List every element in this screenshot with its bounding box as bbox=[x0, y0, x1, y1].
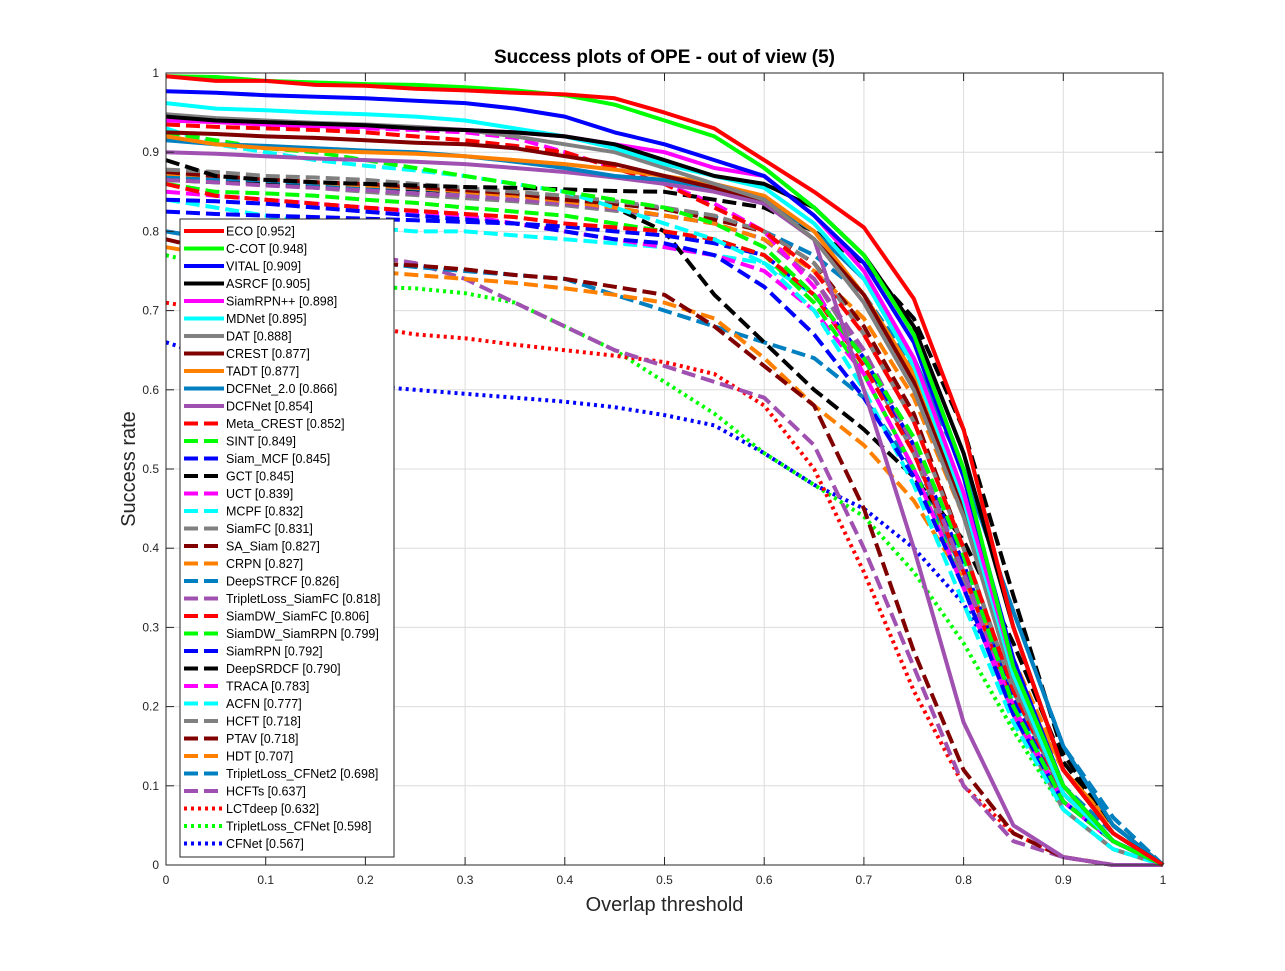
legend-label: TripletLoss_CFNet [0.598] bbox=[226, 820, 371, 834]
legend-label: CRPN [0.827] bbox=[226, 557, 303, 571]
legend-label: TripletLoss_CFNet2 [0.698] bbox=[226, 767, 378, 781]
legend-label: SiamDW_SiamFC [0.806] bbox=[226, 610, 369, 624]
legend-label: ECO [0.952] bbox=[226, 225, 295, 239]
legend-label: GCT [0.845] bbox=[226, 470, 294, 484]
y-tick-label: 0.6 bbox=[142, 383, 159, 397]
legend-label: ACFN [0.777] bbox=[226, 697, 302, 711]
series-line-13 bbox=[165, 130, 1164, 867]
legend-label: SINT [0.849] bbox=[226, 435, 296, 449]
chart-title: Success plots of OPE - out of view (5) bbox=[494, 47, 835, 68]
series-line-15 bbox=[165, 158, 1165, 867]
y-tick-label: 0.3 bbox=[142, 620, 159, 634]
y-tick-label: 0.2 bbox=[142, 700, 159, 714]
x-axis-label: Overlap threshold bbox=[586, 894, 744, 916]
x-tick-label: 0.3 bbox=[457, 873, 474, 887]
y-tick-label: 0.8 bbox=[142, 224, 159, 238]
x-tick-label: 0.2 bbox=[357, 873, 374, 887]
y-tick-label: 0.1 bbox=[142, 779, 159, 793]
legend-label: C-COT [0.948] bbox=[226, 242, 307, 256]
legend-label: ASRCF [0.905] bbox=[226, 277, 310, 291]
legend-label: LCTdeep [0.632] bbox=[226, 802, 319, 816]
series-line-22 bbox=[165, 177, 1164, 867]
y-tick-label: 0.9 bbox=[142, 145, 159, 159]
legend-label: SA_Siam [0.827] bbox=[226, 540, 320, 554]
x-tick-label: 0 bbox=[163, 873, 170, 887]
legend-label: UCT [0.839] bbox=[226, 487, 293, 501]
legend-label: VITAL [0.909] bbox=[226, 260, 301, 274]
series-line-17 bbox=[165, 126, 1164, 867]
legend-box bbox=[179, 218, 395, 858]
legend-label: SiamRPN [0.792] bbox=[226, 645, 323, 659]
x-tick-label: 0.1 bbox=[257, 873, 274, 887]
legend-label: HCFTs [0.637] bbox=[226, 785, 306, 799]
legend-label: HCFT [0.718] bbox=[226, 715, 301, 729]
series-line-6 bbox=[165, 101, 1164, 867]
y-tick-label: 0 bbox=[152, 858, 159, 872]
x-tick-label: 0.4 bbox=[556, 873, 573, 887]
legend-label: Siam_MCF [0.845] bbox=[226, 452, 330, 466]
legend-label: SiamFC [0.831] bbox=[226, 522, 313, 536]
legend-label: SiamRPN++ [0.898] bbox=[226, 295, 337, 309]
series-line-1 bbox=[165, 74, 1165, 867]
legend-label: TADT [0.877] bbox=[226, 365, 299, 379]
legend-label: HDT [0.707] bbox=[226, 750, 293, 764]
legend-label: Meta_CREST [0.852] bbox=[226, 417, 345, 431]
x-tick-label: 1 bbox=[1160, 873, 1167, 887]
legend-label: CFNet [0.567] bbox=[226, 837, 304, 851]
legend: ECO [0.952] C-COT [0.948] VITAL [0.909] ASR… bbox=[179, 218, 395, 858]
legend-label: SiamDW_SiamRPN [0.799] bbox=[226, 627, 379, 641]
y-tick-label: 0.5 bbox=[142, 462, 159, 476]
x-tick-label: 0.7 bbox=[856, 873, 873, 887]
legend-label: TripletLoss_SiamFC [0.818] bbox=[226, 592, 380, 606]
grid bbox=[166, 73, 1163, 865]
y-tick-label: 1 bbox=[152, 66, 159, 80]
y-tick-label: 0.4 bbox=[142, 541, 159, 555]
ticks: 0 0.1 0.2 0.3 0.4 0.5 0.6 0.7 0.8 0.9 1 0 0.1 0.2 0.3 0… bbox=[142, 66, 1166, 887]
x-tick-label: 0.6 bbox=[756, 873, 773, 887]
y-axis-label: Success rate bbox=[118, 411, 140, 527]
legend-label: DeepSTRCF [0.826] bbox=[226, 575, 339, 589]
legend-label: TRACA [0.783] bbox=[226, 680, 309, 694]
x-tick-label: 0.9 bbox=[1055, 873, 1072, 887]
legend-label: MCPF [0.832] bbox=[226, 505, 303, 519]
series-line-14 bbox=[165, 197, 1164, 867]
legend-label: CREST [0.877] bbox=[226, 347, 310, 361]
legend-label: DeepSRDCF [0.790] bbox=[226, 662, 341, 676]
legend-label: DCFNet [0.854] bbox=[226, 400, 313, 414]
legend-label: DCFNet_2.0 [0.866] bbox=[226, 382, 337, 396]
legend-label: DAT [0.888] bbox=[226, 330, 292, 344]
y-tick-label: 0.7 bbox=[142, 304, 159, 318]
legend-label: MDNet [0.895] bbox=[226, 312, 307, 326]
legend-label: PTAV [0.718] bbox=[226, 732, 299, 746]
series-line-11 bbox=[165, 150, 1163, 867]
series-line-23 bbox=[165, 181, 1164, 867]
x-tick-label: 0.8 bbox=[955, 873, 972, 887]
x-tick-label: 0.5 bbox=[656, 873, 673, 887]
series-line-2 bbox=[165, 74, 1164, 867]
